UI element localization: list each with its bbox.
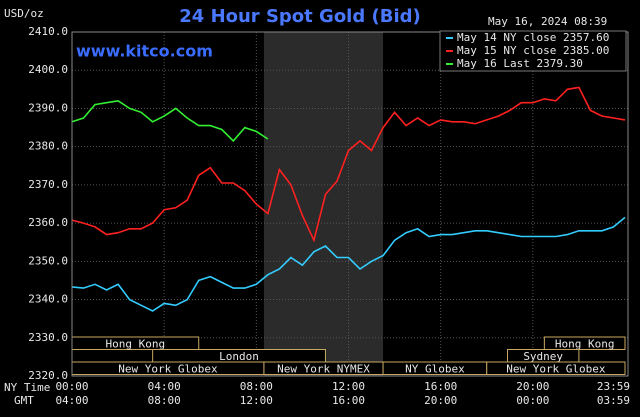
y-tick-label: 2370.0 <box>28 178 68 191</box>
session-label: Hong Kong <box>555 337 615 350</box>
x-tick-label: 12:00 <box>332 380 365 393</box>
timestamp: May 16, 2024 08:39 <box>488 15 607 28</box>
price-line <box>71 216 626 312</box>
legend-label: May 15 NY close 2385.00 <box>457 44 609 57</box>
x2-tick-label: 03:59 <box>597 394 630 407</box>
session-label: NY Globex <box>405 362 465 375</box>
legend-label: May 16 Last 2379.30 <box>457 57 583 70</box>
session-label: New York Globex <box>118 362 218 375</box>
price-line <box>71 86 626 243</box>
x-row-label: NY Time <box>4 381 50 394</box>
x-tick-label: 04:00 <box>148 380 181 393</box>
session-label: London <box>219 350 259 363</box>
y-tick-label: 2320.0 <box>28 369 68 382</box>
x2-row-label: GMT <box>14 394 34 407</box>
y-tick-label: 2390.0 <box>28 101 68 114</box>
x2-tick-label: 08:00 <box>148 394 181 407</box>
x2-tick-label: 12:00 <box>240 394 273 407</box>
x2-tick-label: 20:00 <box>424 394 457 407</box>
y-tick-label: 2400.0 <box>28 63 68 76</box>
unit-label: USD/oz <box>4 7 44 20</box>
y-tick-label: 2330.0 <box>28 331 68 344</box>
session-label: New York NYMEX <box>277 362 370 375</box>
x-tick-label: 16:00 <box>424 380 457 393</box>
x2-tick-label: 16:00 <box>332 394 365 407</box>
session-label: Sydney <box>523 350 563 363</box>
price-line <box>71 99 269 143</box>
session-bar <box>486 361 626 375</box>
y-tick-label: 2410.0 <box>28 25 68 38</box>
x2-tick-label: 00:00 <box>516 394 549 407</box>
x2-tick-label: 04:00 <box>55 394 88 407</box>
session-label: Hong Kong <box>106 337 166 350</box>
session-bar <box>543 336 626 350</box>
watermark: www.kitco.com <box>76 42 213 61</box>
plot-frame <box>71 31 629 377</box>
y-tick-label: 2350.0 <box>28 254 68 267</box>
y-tick-label: 2360.0 <box>28 216 68 229</box>
x-tick-label: 00:00 <box>55 380 88 393</box>
chart-title: 24 Hour Spot Gold (Bid) <box>179 6 420 27</box>
legend-label: May 14 NY close 2357.60 <box>457 31 609 44</box>
y-tick-label: 2380.0 <box>28 140 68 153</box>
session-label: New York Globex <box>506 362 606 375</box>
legend-box <box>439 30 627 72</box>
x-tick-label: 08:00 <box>240 380 273 393</box>
x-tick-label: 23:59 <box>597 380 630 393</box>
x-tick-label: 20:00 <box>516 380 549 393</box>
y-tick-label: 2340.0 <box>28 293 68 306</box>
